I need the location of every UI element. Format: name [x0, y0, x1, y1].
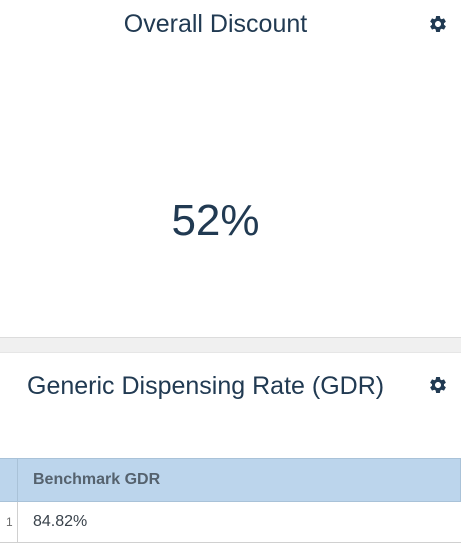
gdr-title: Generic Dispensing Rate (GDR): [27, 372, 385, 400]
gear-icon[interactable]: [428, 375, 448, 395]
row-index-header: [0, 458, 18, 502]
panel-separator: [0, 337, 461, 353]
overall-discount-title: Overall Discount: [123, 10, 308, 38]
gear-icon[interactable]: [428, 14, 448, 34]
gear-icon-graphic: [430, 15, 446, 32]
gear-icon-graphic: [430, 377, 446, 393]
overall-discount-value: 52%: [171, 196, 260, 245]
overall-discount-panel: Overall Discount 52%: [123, 10, 448, 245]
row-index: 1: [0, 501, 18, 543]
benchmark-gdr-cell: 84.82%: [17, 501, 461, 543]
gdr-panel: Generic Dispensing Rate (GDR) Benchmark …: [0, 353, 461, 548]
gdr-table: Benchmark GDR 1 84.82%: [0, 458, 461, 543]
column-header-benchmark-gdr[interactable]: Benchmark GDR: [17, 458, 461, 502]
table-header-row: Benchmark GDR: [0, 458, 461, 502]
table-row: 1 84.82%: [0, 501, 461, 543]
